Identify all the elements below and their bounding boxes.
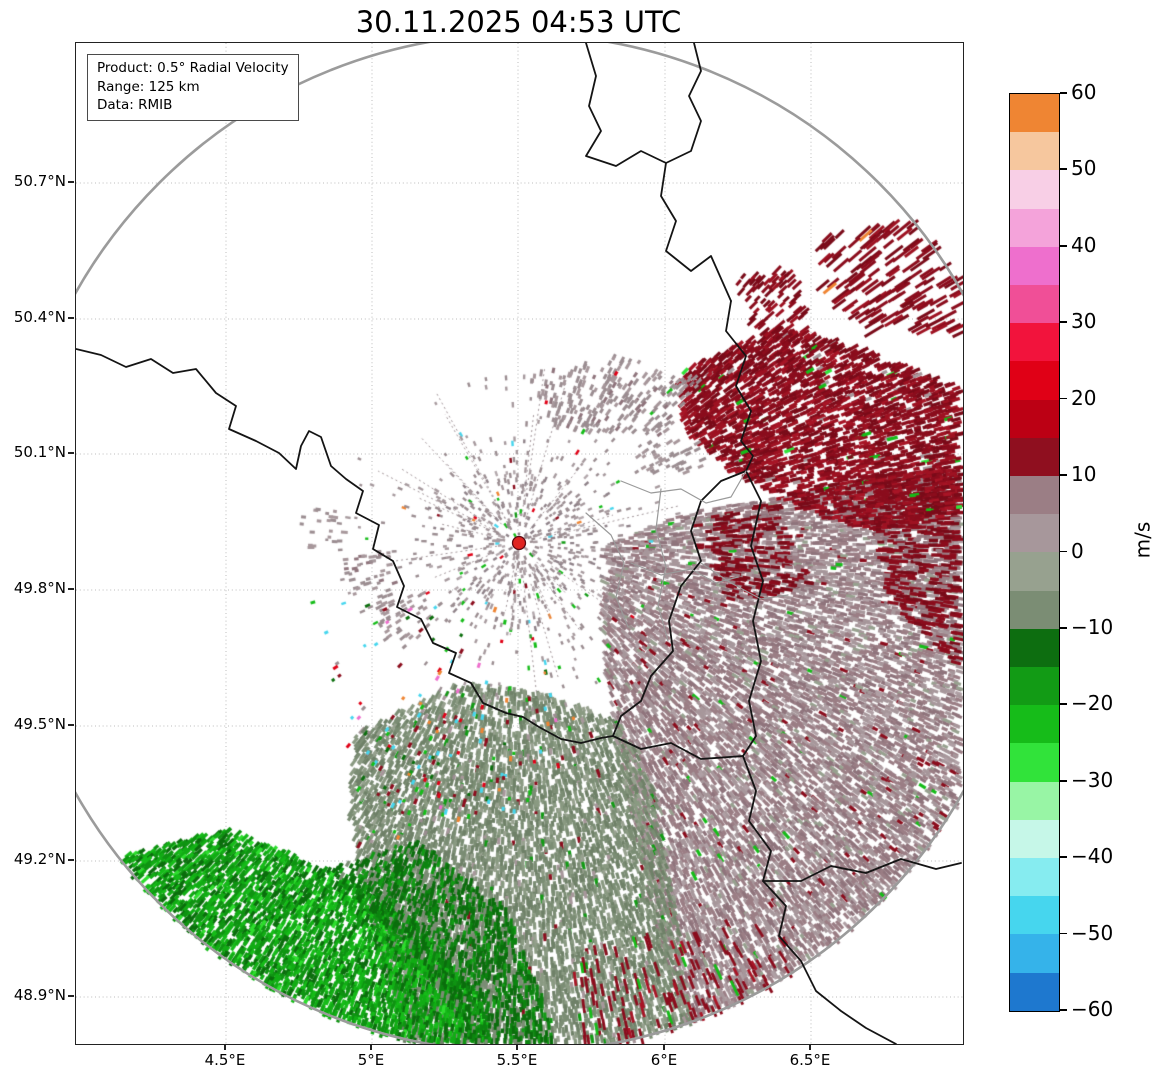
y-tick-mark — [68, 181, 74, 183]
colorbar-tick-mark — [1060, 92, 1067, 94]
y-tick-mark — [68, 452, 74, 454]
y-tick-label: 50.4°N — [13, 308, 66, 326]
colorbar-segment — [1010, 552, 1059, 591]
colorbar-tick-mark — [1060, 321, 1067, 324]
border-nl-de-link — [660, 162, 732, 302]
border-be-lux-west — [612, 470, 747, 737]
border-be-de-lux-east — [725, 300, 764, 757]
y-tick-mark — [68, 317, 74, 319]
figure-title: 30.11.2025 04:53 UTC — [355, 5, 682, 39]
border-province-2 — [630, 562, 739, 584]
colorbar-segment — [1010, 628, 1059, 668]
colorbar-segment — [1010, 514, 1059, 553]
colorbar-tick-mark — [1060, 474, 1067, 476]
x-tick-label: 6°E — [650, 1051, 678, 1069]
colorbar-segment — [1010, 285, 1059, 324]
border-nl-de-north-loop — [585, 43, 702, 167]
colorbar-tick-mark — [1060, 779, 1067, 782]
colorbar-tick-label: −40 — [1071, 844, 1114, 869]
border-fr-be — [76, 348, 614, 744]
y-tick-mark — [68, 588, 74, 590]
info-line-range: Range: 125 km — [97, 78, 200, 95]
x-tick-mark — [663, 1044, 665, 1050]
x-tick-mark — [224, 1044, 226, 1050]
y-tick-label: 50.7°N — [13, 172, 66, 190]
colorbar-tick-label: 60 — [1071, 80, 1097, 104]
colorbar-tick-label: −20 — [1071, 691, 1114, 716]
y-tick-mark — [68, 724, 74, 726]
colorbar-tick-mark — [1060, 932, 1067, 935]
y-tick-label: 49.2°N — [13, 850, 66, 868]
colorbar-tick-mark — [1060, 244, 1067, 247]
border-fr-lux-south — [612, 735, 744, 760]
colorbar-tick-mark — [1060, 856, 1067, 858]
info-line-product: Product: 0.5° Radial Velocity — [97, 60, 289, 76]
colorbar-segment — [1010, 590, 1059, 629]
y-tick-label: 49.5°N — [13, 715, 66, 733]
colorbar-segment — [1010, 705, 1059, 744]
y-tick-label: 50.1°N — [13, 443, 66, 461]
colorbar-tick-mark — [1060, 1009, 1067, 1011]
x-tick-label: 5.5°E — [496, 1051, 538, 1069]
colorbar-segment — [1010, 972, 1059, 1011]
x-tick-label: 4.5°E — [204, 1051, 246, 1069]
colorbar-segment — [1010, 667, 1059, 706]
colorbar-segment — [1010, 399, 1059, 438]
colorbar-segment — [1010, 132, 1059, 171]
info-line-data: Data: RMIB — [97, 97, 173, 114]
x-tick-mark — [809, 1044, 811, 1050]
colorbar-unit-label: m/s — [1130, 521, 1155, 559]
border-province-4 — [585, 512, 629, 628]
y-tick-label: 48.9°N — [13, 986, 66, 1004]
colorbar-segment — [1010, 94, 1059, 133]
info-box: Product: 0.5° Radial Velocity Range: 125… — [87, 54, 299, 121]
colorbar-tick-mark — [1060, 397, 1067, 400]
border-province-3 — [655, 488, 669, 642]
x-tick-mark — [516, 1044, 518, 1050]
plot-area: Product: 0.5° Radial Velocity Range: 125… — [75, 42, 964, 1045]
colorbar — [1009, 93, 1060, 1012]
x-tick-label: 5°E — [357, 1051, 385, 1069]
colorbar-tick-label: −30 — [1071, 767, 1114, 792]
colorbar-segment — [1010, 246, 1059, 286]
radar-site-dot — [511, 535, 527, 551]
colorbar-tick-label: −10 — [1071, 614, 1114, 639]
border-province-5 — [700, 562, 789, 600]
colorbar-tick-mark — [1060, 550, 1067, 553]
colorbar-segment — [1010, 781, 1059, 820]
colorbar-tick-label: 20 — [1071, 385, 1097, 410]
colorbar-tick-mark — [1060, 626, 1067, 629]
colorbar-tick-mark — [1060, 703, 1067, 706]
colorbar-segment — [1010, 743, 1059, 782]
colorbar-tick-label: 40 — [1071, 232, 1097, 257]
colorbar-tick-mark — [1060, 168, 1067, 171]
colorbar-segment — [1010, 323, 1059, 362]
colorbar-tick-label: −50 — [1071, 920, 1114, 945]
y-tick-mark — [68, 995, 74, 997]
colorbar-segment — [1010, 437, 1059, 477]
colorbar-segment — [1010, 896, 1059, 935]
map-overlay — [76, 43, 963, 1044]
colorbar-segment — [1010, 476, 1059, 515]
colorbar-tick-label: 10 — [1071, 462, 1097, 487]
x-tick-label: 6.5°E — [789, 1051, 831, 1069]
colorbar-tick-label: 50 — [1071, 156, 1097, 181]
y-tick-mark — [68, 859, 74, 861]
colorbar-tick-label: 30 — [1071, 309, 1097, 334]
colorbar-segment — [1010, 170, 1059, 209]
colorbar-segment — [1010, 934, 1059, 973]
border-fr-de — [742, 755, 897, 1044]
x-tick-mark — [370, 1044, 372, 1050]
colorbar-segment — [1010, 208, 1059, 247]
colorbar-segment — [1010, 361, 1059, 400]
y-tick-label: 49.8°N — [13, 579, 66, 597]
colorbar-segment — [1010, 858, 1059, 897]
colorbar-tick-label: −60 — [1071, 997, 1114, 1021]
border-de-east-branch — [762, 858, 962, 882]
border-province-1 — [620, 470, 747, 504]
colorbar-tick-label: 0 — [1071, 538, 1084, 563]
colorbar-segment — [1010, 819, 1059, 859]
